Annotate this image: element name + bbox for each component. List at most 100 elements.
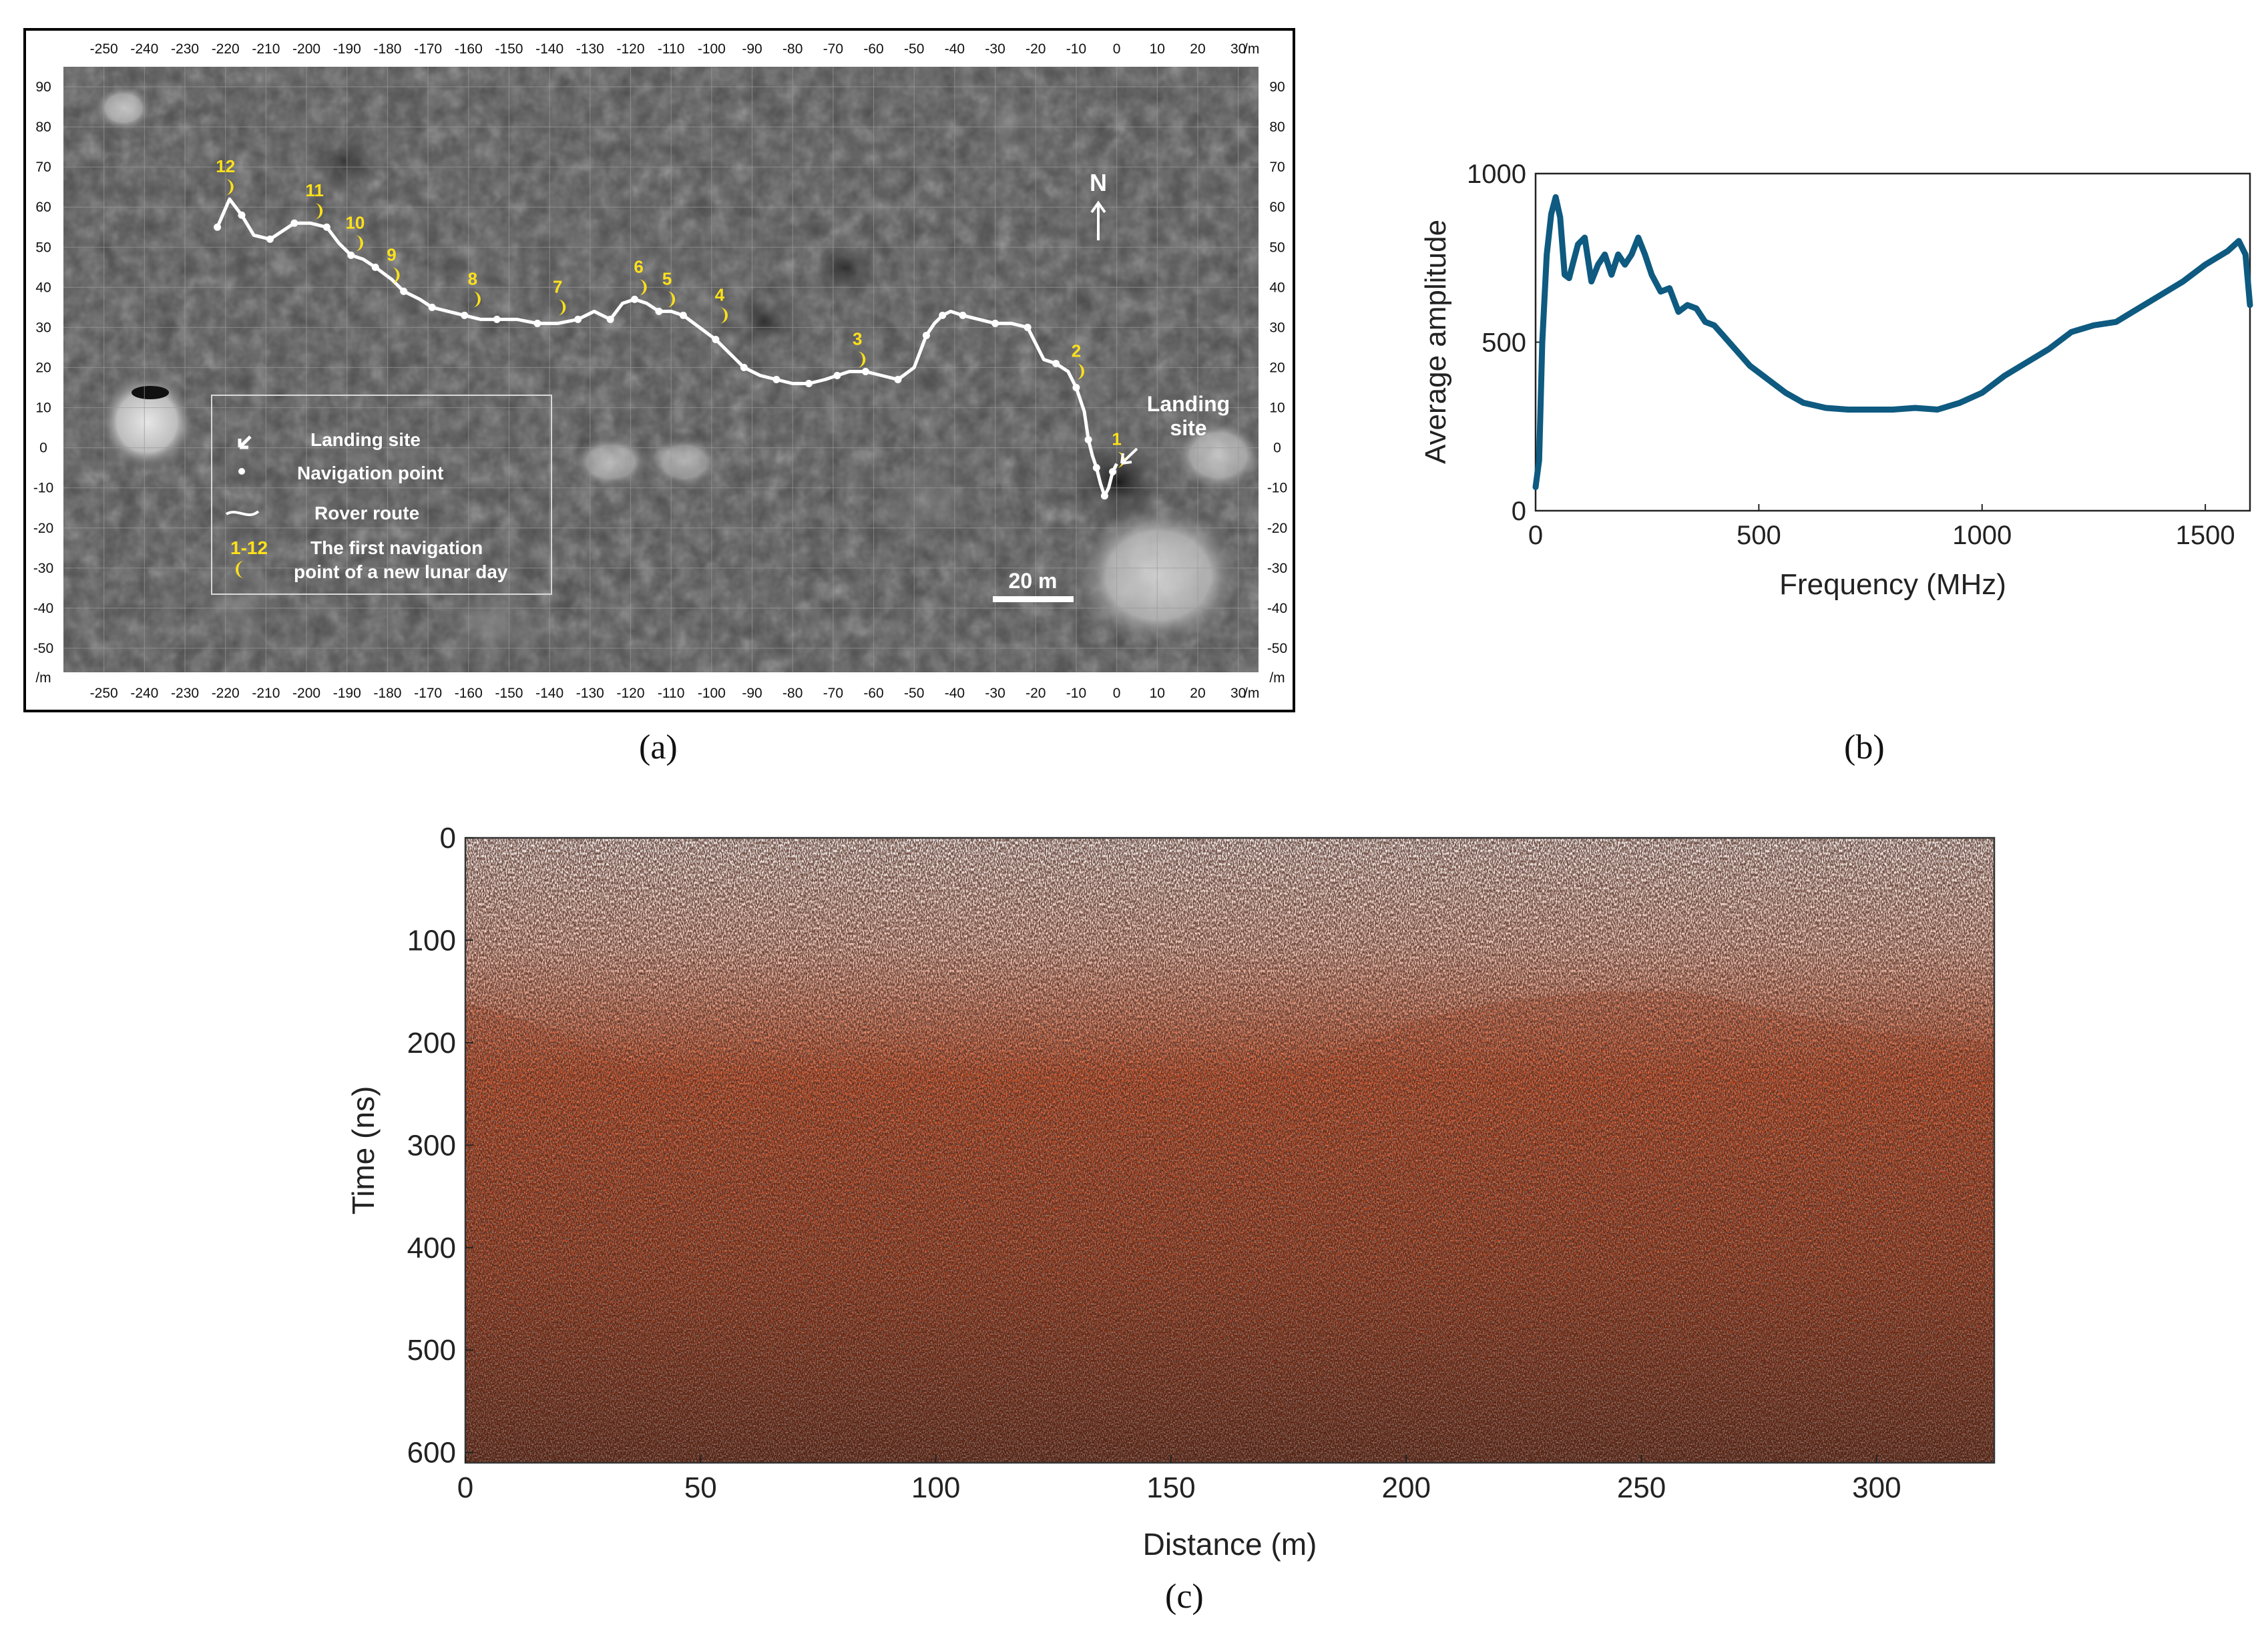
navigation-point: [1100, 492, 1108, 500]
lunar-day-label: 4: [715, 284, 725, 304]
map-x-tick-bottom: -80: [782, 686, 803, 701]
lunar-day-moon-icon: [314, 203, 323, 220]
radargram-x-tick-label: 300: [1852, 1471, 1901, 1504]
navigation-point: [1024, 323, 1032, 331]
spectrum-x-tick-label: 0: [1528, 521, 1543, 550]
navigation-point: [1092, 464, 1100, 472]
map-x-tick-bottom: -50: [904, 686, 924, 701]
navigation-point: [1084, 436, 1092, 444]
radargram-y-tick-label: 0: [440, 822, 456, 855]
navigation-point: [861, 368, 869, 376]
map-x-tick-bottom: -190: [333, 686, 361, 701]
route-line-icon: [225, 510, 260, 517]
scale-bar: [993, 596, 1074, 602]
radargram-y-tick-label: 300: [407, 1129, 456, 1162]
map-x-tick-top: -140: [535, 41, 563, 57]
legend-landing-text: Landing site: [310, 429, 421, 450]
map-x-tick-bottom: -30: [985, 686, 1005, 701]
map-y-unit-left: /m: [35, 670, 51, 686]
map-y-tick-left: -10: [33, 481, 53, 496]
north-arrow-icon: [1090, 200, 1106, 240]
legend-moon-line1: The first navigation: [310, 537, 483, 558]
map-y-tick-left: 0: [39, 441, 47, 456]
map-x-tick-top: -190: [333, 41, 361, 57]
navigation-point: [214, 223, 222, 231]
radargram-y-tick-label: 400: [407, 1232, 456, 1264]
map-x-tick-bottom: -60: [863, 686, 883, 701]
scale-bar-label: 20 m: [1009, 569, 1058, 593]
map-y-tick-left: -40: [33, 601, 53, 616]
radargram-x-tick-label: 50: [684, 1471, 717, 1504]
spectrum-ticks: 0 500 1000 1500 0 500 1000: [1467, 160, 2235, 550]
map-x-tick-top: -120: [616, 41, 644, 57]
map-y-tick-right: -10: [1267, 481, 1287, 496]
crescent-moon-icon: [236, 561, 244, 578]
radargram-xlabel: Distance (m): [1143, 1527, 1317, 1562]
map-y-tick-right: 30: [1269, 320, 1285, 335]
map-x-tick-bottom: 30: [1230, 686, 1246, 701]
lunar-day-moon-icon: [667, 291, 676, 308]
map-y-tick-right: 50: [1269, 240, 1285, 255]
map-y-tick-right: 0: [1273, 441, 1281, 456]
navigation-point: [655, 307, 663, 315]
map-axes: -250 -250 -240 -240 -230 -230 -220 -220 -210 -210…: [33, 41, 1287, 701]
navigation-point: [347, 251, 355, 259]
legend-route-text: Rover route: [314, 503, 419, 523]
map-y-tick-left: -30: [33, 561, 53, 576]
panel-label-a: (a): [639, 728, 678, 766]
map-x-tick-top: -170: [414, 41, 442, 57]
map-y-tick-left: 10: [35, 401, 51, 416]
map-y-tick-left: 60: [35, 200, 51, 215]
map-y-tick-right: 20: [1269, 360, 1285, 375]
navigation-point: [400, 287, 408, 295]
radargram-ticks: 0 50 100 150 200 250 300 0 100 200 300 400 500 600: [407, 822, 1901, 1504]
map-x-tick-top: -110: [658, 41, 684, 57]
map-x-tick-bottom: -10: [1066, 686, 1086, 701]
lunar-day-label: 12: [216, 156, 235, 176]
lunar-day-label: 11: [305, 180, 324, 200]
rover-route-line: [216, 197, 1118, 498]
navigation-point: [371, 263, 379, 271]
navigation-point: [679, 311, 687, 319]
legend-navigation-text: Navigation point: [297, 463, 443, 483]
map-y-tick-left: -20: [33, 521, 53, 536]
lunar-day-moon-icon: [1076, 363, 1084, 380]
spectrum-x-tick-label: 500: [1737, 521, 1781, 550]
map-x-tick-top: -230: [171, 41, 199, 57]
spectrum-xlabel: Frequency (MHz): [1779, 568, 2006, 601]
map-y-tick-right: -30: [1267, 561, 1287, 576]
navigation-point: [991, 319, 999, 327]
lunar-day-moon-icon: [355, 235, 363, 252]
panel-label-b: (b): [1844, 728, 1885, 766]
map-y-tick-left: 70: [35, 160, 51, 175]
navigation-point: [772, 376, 780, 384]
rover-route: [214, 197, 1118, 500]
landing-arrow-icon: [238, 435, 252, 449]
map-x-tick-bottom: -90: [742, 686, 762, 701]
map-x-tick-top: 0: [1113, 41, 1121, 57]
map-y-tick-right: 80: [1269, 120, 1285, 135]
map-x-tick-bottom: 20: [1190, 686, 1205, 701]
map-x-unit-top: /m: [1244, 41, 1259, 57]
rover-route-map: -250 -250 -240 -240 -230 -230 -220 -220 -210 -210…: [23, 28, 1295, 712]
lunar-day-label: 7: [553, 276, 562, 296]
map-y-tick-left: 50: [35, 240, 51, 255]
map-x-tick-bottom: -110: [658, 686, 684, 701]
lunar-day-label: 5: [662, 268, 672, 288]
spectrum-axes-frame: [1534, 172, 2251, 512]
map-y-tick-left: 30: [35, 320, 51, 335]
radargram-x-tick-label: 150: [1146, 1471, 1195, 1504]
navigation-point: [322, 223, 330, 231]
map-x-tick-top: -200: [292, 41, 320, 57]
lunar-day-label: 10: [345, 212, 365, 232]
map-x-tick-top: -10: [1066, 41, 1086, 57]
lunar-day-label: 9: [387, 244, 396, 264]
lunar-day-moon-icon: [719, 307, 728, 324]
map-x-tick-bottom: -210: [252, 686, 280, 701]
map-x-tick-top: -250: [90, 41, 118, 57]
lunar-day-moon-icon: [857, 351, 866, 368]
map-x-tick-top: -50: [904, 41, 924, 57]
map-legend: Landing site Navigation point Rover rout…: [211, 395, 552, 595]
spectrum-y-tick-label: 500: [1482, 328, 1526, 358]
average-amplitude-line: [1532, 194, 2253, 491]
